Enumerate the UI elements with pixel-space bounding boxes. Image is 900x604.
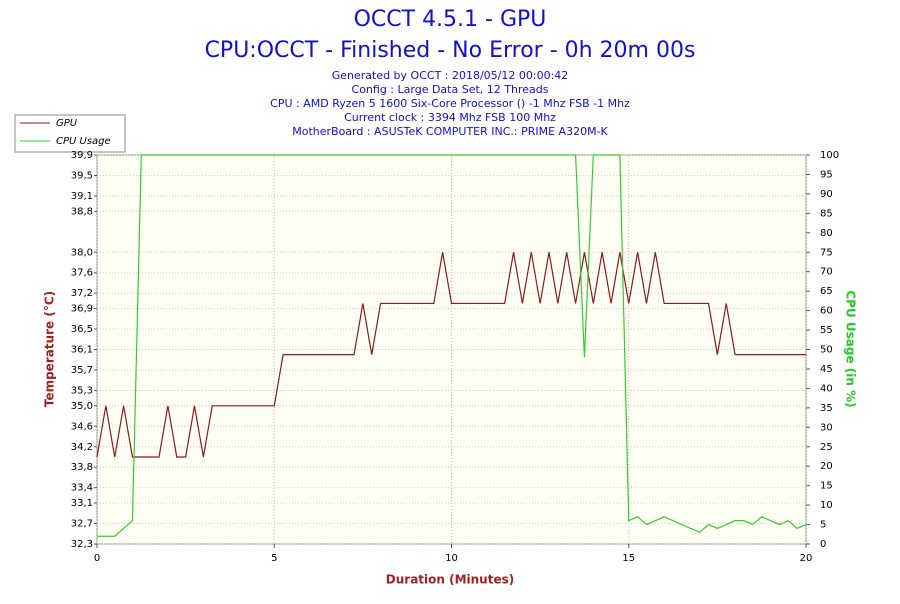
chart-subtitle: CPU:OCCT - Finished - No Error - 0h 20m … xyxy=(205,38,696,63)
chart-title: OCCT 4.5.1 - GPU xyxy=(354,7,547,32)
y2-tick-label: 85 xyxy=(820,208,833,219)
x-tick-label: 20 xyxy=(800,553,813,564)
y-tick-label: 39,1 xyxy=(71,191,93,202)
y2-axis-label: CPU Usage (in %) xyxy=(844,290,858,407)
y-tick-label: 34,6 xyxy=(71,421,93,432)
x-axis-label: Duration (Minutes) xyxy=(386,573,514,587)
y-tick-label: 35,0 xyxy=(71,401,93,412)
y-tick-label: 38,0 xyxy=(71,247,93,258)
x-tick-label: 15 xyxy=(622,553,635,564)
y-tick-label: 35,7 xyxy=(71,365,93,376)
y-tick-label: 37,2 xyxy=(71,288,93,299)
y2-tick-label: 80 xyxy=(820,228,833,239)
y2-tick-label: 5 xyxy=(820,520,826,531)
y2-tick-label: 60 xyxy=(820,306,833,317)
y-tick-label: 37,6 xyxy=(71,268,93,279)
y-tick-label: 39,5 xyxy=(71,170,93,181)
y2-tick-label: 90 xyxy=(820,189,833,200)
x-tick-label: 0 xyxy=(94,553,100,564)
y-tick-label: 36,5 xyxy=(71,324,93,335)
y-axis-label: Temperature (°C) xyxy=(43,291,57,407)
y2-tick-label: 20 xyxy=(820,461,833,472)
info-line: CPU : AMD Ryzen 5 1600 Six-Core Processo… xyxy=(270,97,630,110)
x-tick-label: 5 xyxy=(271,553,277,564)
y2-tick-label: 95 xyxy=(820,169,833,180)
series-line xyxy=(96,252,806,458)
y2-tick-label: 50 xyxy=(820,345,833,356)
y2-tick-label: 10 xyxy=(820,500,833,511)
y-tick-label: 34,2 xyxy=(71,442,93,453)
x-tick-label: 10 xyxy=(445,553,458,564)
y-tick-label: 33,8 xyxy=(71,462,93,473)
y2-tick-label: 65 xyxy=(820,286,833,297)
y-tick-label: 33,1 xyxy=(71,498,93,509)
y2-tick-label: 0 xyxy=(820,539,826,550)
y2-tick-label: 15 xyxy=(820,481,833,492)
y-tick-label: 36,1 xyxy=(71,345,93,356)
y2-tick-label: 100 xyxy=(820,150,839,161)
legend xyxy=(14,114,126,153)
y-tick-label: 38,8 xyxy=(71,206,93,217)
y-tick-label: 33,4 xyxy=(71,483,93,494)
y-tick-label: 32,3 xyxy=(71,539,93,550)
info-line: Generated by OCCT : 2018/05/12 00:00:42 xyxy=(332,69,569,82)
y2-tick-label: 45 xyxy=(820,364,833,375)
y-tick-label: 39,9 xyxy=(71,150,93,161)
series-line xyxy=(97,154,807,537)
info-line: Config : Large Data Set, 12 Threads xyxy=(352,83,549,96)
y2-tick-label: 70 xyxy=(820,267,833,278)
y2-tick-label: 75 xyxy=(820,247,833,258)
y-tick-label: 32,7 xyxy=(71,519,93,530)
y2-tick-label: 40 xyxy=(820,383,833,394)
y-tick-label: 35,3 xyxy=(71,385,93,396)
y2-tick-label: 55 xyxy=(820,325,833,336)
y2-tick-label: 35 xyxy=(820,403,833,414)
y2-tick-label: 25 xyxy=(820,442,833,453)
info-line: MotherBoard : ASUSTeK COMPUTER INC.: PRI… xyxy=(292,125,608,138)
y-tick-label: 36,9 xyxy=(71,304,93,315)
legend-label: CPU Usage xyxy=(56,136,111,147)
y2-tick-label: 30 xyxy=(820,422,833,433)
legend-label: GPU xyxy=(56,118,78,129)
info-line: Current clock : 3394 Mhz FSB 100 Mhz xyxy=(344,111,556,124)
